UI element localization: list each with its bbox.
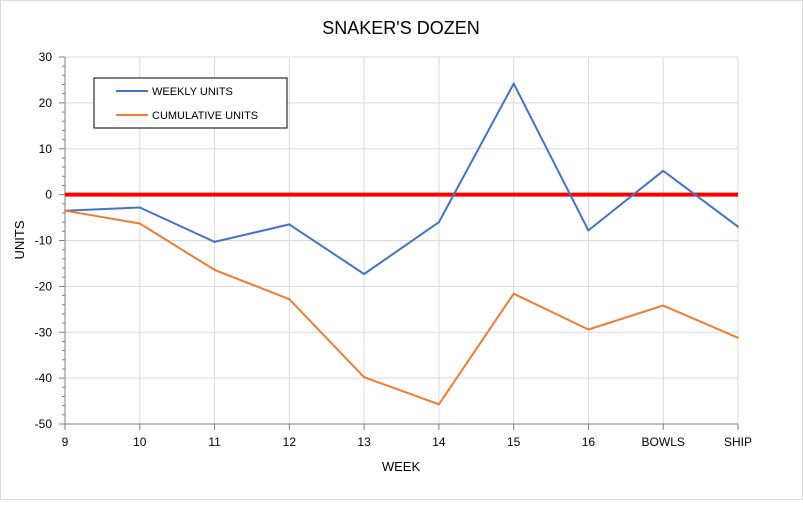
x-tick-label: SHIP (724, 435, 752, 449)
data-point-cumulative-units (512, 292, 515, 295)
series-lines (64, 82, 739, 406)
y-tick-label: -40 (35, 371, 53, 385)
data-point-cumulative-units (737, 336, 739, 339)
series-line-weekly-units (64, 82, 739, 275)
data-point-weekly-units (437, 221, 440, 224)
y-tick-label: -20 (35, 279, 53, 293)
data-point-weekly-units (138, 206, 141, 209)
y-tick-label: 0 (45, 188, 52, 202)
data-point-cumulative-units (662, 304, 665, 307)
axes (59, 56, 739, 430)
y-tick-labels: 30 20 10 0 -10 -20 -30 -40 -50 (35, 50, 53, 431)
x-tick-label: 14 (432, 435, 446, 449)
x-tick-label: BOWLS (642, 435, 685, 449)
data-point-weekly-units (737, 225, 739, 228)
data-point-cumulative-units (437, 403, 440, 406)
chart-title: SNAKER'S DOZEN (322, 18, 479, 38)
data-point-weekly-units (512, 82, 515, 85)
y-axis-title: UNITS (12, 220, 27, 259)
data-point-cumulative-units (64, 209, 66, 212)
gridlines (65, 56, 739, 424)
x-tick-label: 11 (208, 435, 221, 449)
y-tick-label: 10 (39, 142, 53, 156)
x-tick-label: 9 (62, 435, 69, 449)
y-tick-label: -10 (35, 234, 53, 248)
data-point-cumulative-units (138, 222, 141, 225)
y-tick-label: -30 (35, 325, 53, 339)
legend-label-cumulative-units: CUMULATIVE UNITS (152, 110, 258, 122)
data-point-weekly-units (288, 223, 291, 226)
data-point-weekly-units (213, 240, 216, 243)
x-tick-label: 13 (357, 435, 371, 449)
data-point-weekly-units (363, 272, 366, 275)
x-tick-label: 12 (283, 435, 297, 449)
legend-label-weekly-units: WEEKLY UNITS (152, 86, 233, 98)
data-point-cumulative-units (363, 376, 366, 379)
y-tick-label: -50 (35, 417, 53, 431)
x-tick-label: 15 (507, 435, 521, 449)
x-tick-label: 10 (133, 435, 147, 449)
data-point-cumulative-units (213, 268, 216, 271)
x-tick-labels: 9 10 11 12 13 14 15 16 BOWLS SHIP (62, 435, 752, 449)
legend: WEEKLY UNITS CUMULATIVE UNITS (93, 77, 288, 129)
series-line-cumulative-units (64, 209, 739, 406)
legend-box (93, 77, 288, 129)
x-axis-title: WEEK (382, 459, 421, 474)
data-point-weekly-units (587, 229, 590, 232)
y-tick-label: 20 (39, 96, 53, 110)
data-point-cumulative-units (587, 328, 590, 331)
y-tick-label: 30 (39, 50, 53, 64)
x-tick-label: 16 (582, 435, 596, 449)
data-point-weekly-units (662, 169, 665, 172)
data-point-cumulative-units (288, 298, 291, 301)
